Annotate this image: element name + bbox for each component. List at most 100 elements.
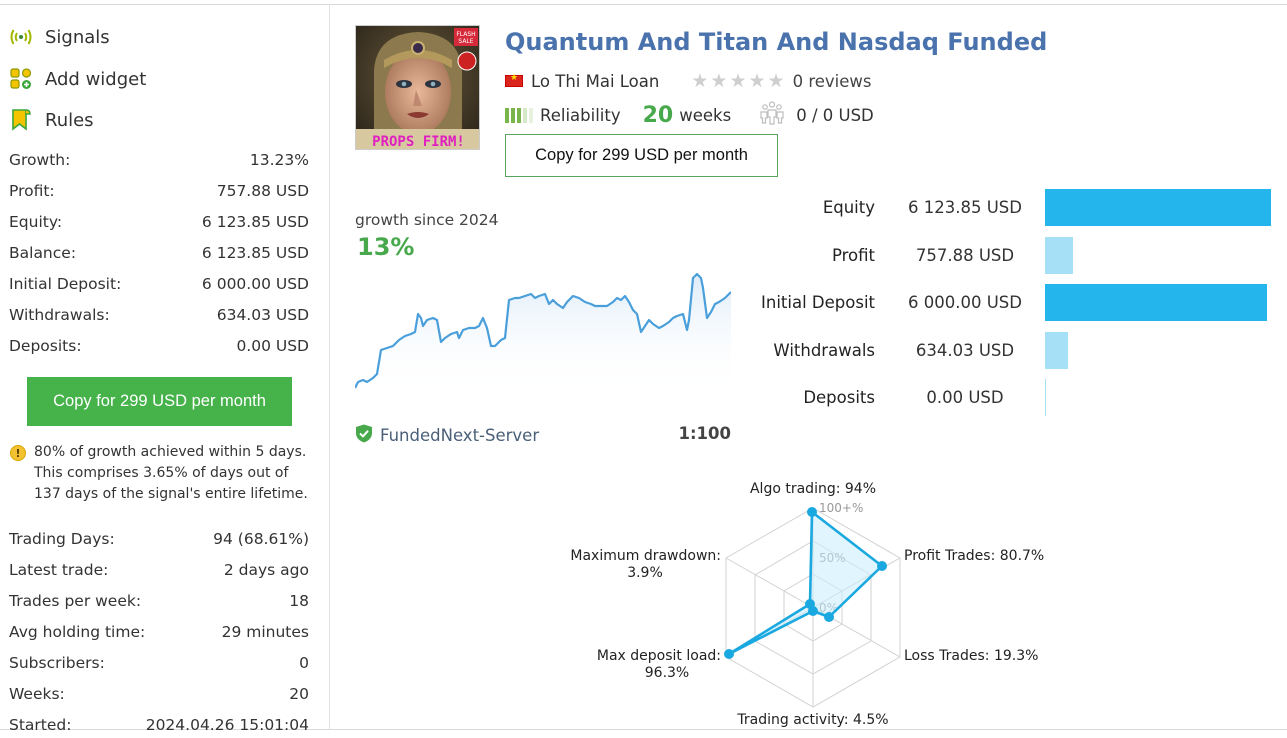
add-widget-icon xyxy=(8,66,34,92)
stat-trades-per-week: Trades per week: 18 xyxy=(9,589,309,613)
bar-equity: Equity 6 123.85 USD xyxy=(750,189,1280,226)
top-border xyxy=(0,4,1287,5)
bottom-border xyxy=(0,729,1287,730)
bar-label: Equity xyxy=(822,198,875,217)
stat-value: 2024.04.26 15:01:04 xyxy=(145,716,309,734)
sidebar-item-label: Rules xyxy=(45,109,94,131)
stat-started: Started: 2024.04.26 15:01:04 xyxy=(9,713,309,737)
axis-label-max-drawdown: Maximum drawdown: xyxy=(570,548,721,564)
sidebar-item-label: Signals xyxy=(45,26,110,48)
stat-label: Avg holding time: xyxy=(9,623,146,641)
stat-value: 634.03 USD xyxy=(216,306,309,324)
sidebar-item-label: Add widget xyxy=(45,68,147,90)
radar-series xyxy=(727,510,884,656)
bar-fill xyxy=(1045,237,1073,274)
stat-label: Trades per week: xyxy=(9,592,142,610)
growth-sparkline-chart[interactable] xyxy=(355,238,731,393)
stat-value: 6 000.00 USD xyxy=(201,275,309,293)
axis-label-trading-activity: Trading activity: 4.5% xyxy=(736,712,888,728)
bar-value: 634.03 USD xyxy=(915,341,1015,360)
stat-value: 2 days ago xyxy=(223,561,309,579)
stat-label: Profit: xyxy=(9,182,55,200)
bar-fill xyxy=(1045,284,1267,321)
sidebar-item-signals[interactable]: Signals xyxy=(8,24,110,50)
subscribers-icon xyxy=(759,101,785,129)
bar-profit: Profit 757.88 USD xyxy=(750,237,1280,274)
star-icon: ★ xyxy=(767,69,785,92)
stat-label: Subscribers: xyxy=(9,654,105,672)
stat-value: 6 123.85 USD xyxy=(201,244,309,262)
subscribers-funds: 0 / 0 USD xyxy=(796,105,874,125)
ring-label-100: 100+% xyxy=(819,501,863,515)
sidebar: Signals Add widget Rules Growth: 13.23% P… xyxy=(0,0,329,738)
stat-deposits: Deposits: 0.00 USD xyxy=(9,334,309,358)
leverage: 1:100 xyxy=(678,424,731,443)
axis-value-max-deposit-load: 96.3% xyxy=(645,665,689,681)
bar-initial-deposit: Initial Deposit 6 000.00 USD xyxy=(750,284,1280,321)
rating-stars[interactable]: ★ ★ ★ ★ ★ xyxy=(691,69,785,92)
growth-notice: ! 80% of growth achieved within 5 days. … xyxy=(10,442,310,505)
stat-value: 0 xyxy=(299,654,309,672)
stat-value: 94 (68.61%) xyxy=(213,530,309,548)
star-icon: ★ xyxy=(691,69,709,92)
verified-shield-icon xyxy=(355,424,373,447)
copy-subscribe-button-header[interactable]: Copy for 299 USD per month xyxy=(505,134,778,177)
radar-chart[interactable]: 100+% 50% 0% Algo trading: 94% Profit Tr… xyxy=(560,470,1060,730)
copy-subscribe-button[interactable]: Copy for 299 USD per month xyxy=(27,377,292,426)
bar-label: Profit xyxy=(831,246,875,265)
author-row: Lo Thi Mai Loan ★★★★★ 0 reviews xyxy=(505,70,872,92)
reliability-label: Reliability xyxy=(540,105,621,125)
star-icon: ★ xyxy=(710,69,728,92)
bar-label: Withdrawals xyxy=(773,341,875,360)
stat-label: Latest trade: xyxy=(9,561,109,579)
axis-value-max-drawdown: 3.9% xyxy=(627,565,663,581)
flash-sale-badge: FLASH xyxy=(456,31,475,38)
signal-title[interactable]: Quantum And Titan And Nasdaq Funded xyxy=(505,28,1048,56)
svg-text:PROPS FIRM!: PROPS FIRM! xyxy=(372,134,465,150)
stat-label: Growth: xyxy=(9,151,71,169)
stat-value: 13.23% xyxy=(249,151,309,169)
star-icon: ★ xyxy=(729,69,747,92)
server-name[interactable]: FundedNext-Server xyxy=(380,426,540,445)
bar-fill xyxy=(1045,379,1046,416)
reviews-count[interactable]: 0 reviews xyxy=(792,71,872,91)
growth-since-label: growth since 2024 xyxy=(355,211,499,229)
reliability-bars-icon xyxy=(505,107,533,123)
star-icon: ★ xyxy=(748,69,766,92)
svg-text:SALE: SALE xyxy=(458,38,473,45)
bar-fill xyxy=(1045,332,1068,369)
reliability-row: Reliability 20 weeks 0 / 0 USD xyxy=(505,101,874,129)
stat-label: Deposits: xyxy=(9,337,82,355)
sidebar-item-add-widget[interactable]: Add widget xyxy=(8,66,146,92)
stat-label: Withdrawals: xyxy=(9,306,110,324)
signal-broadcast-icon xyxy=(8,24,34,50)
bar-value: 0.00 USD xyxy=(926,388,1004,407)
bar-deposits: Deposits 0.00 USD xyxy=(750,379,1280,416)
radar-points xyxy=(724,507,887,659)
axis-label-loss-trades: Loss Trades: 19.3% xyxy=(904,648,1038,664)
stat-label: Started: xyxy=(9,716,72,734)
stat-initial-deposit: Initial Deposit: 6 000.00 USD xyxy=(9,272,309,296)
stat-avg-holding-time: Avg holding time: 29 minutes xyxy=(9,620,309,644)
bar-fill xyxy=(1045,189,1271,226)
trade-server: FundedNext-Server xyxy=(355,424,539,447)
weeks-count: 20 xyxy=(642,102,674,128)
stat-value: 20 xyxy=(289,685,309,703)
notice-text: 80% of growth achieved within 5 days. Th… xyxy=(34,444,308,502)
signal-avatar[interactable]: FLASH SALE PROPS FIRM! xyxy=(355,25,480,150)
stat-profit: Profit: 757.88 USD xyxy=(9,179,309,203)
stat-value: 757.88 USD xyxy=(216,182,309,200)
stat-label: Trading Days: xyxy=(9,530,115,548)
vietnam-flag-icon xyxy=(505,73,523,87)
bar-label: Deposits xyxy=(803,388,875,407)
growth-percent: 13% xyxy=(357,233,415,261)
weeks-label: weeks xyxy=(679,105,732,125)
bar-value: 757.88 USD xyxy=(915,246,1015,265)
stat-weeks: Weeks: 20 xyxy=(9,682,309,706)
stat-value: 6 123.85 USD xyxy=(201,213,309,231)
rules-bookmark-icon xyxy=(8,107,34,133)
stat-label: Initial Deposit: xyxy=(9,275,122,293)
author-link[interactable]: Lo Thi Mai Loan xyxy=(531,71,660,91)
sidebar-item-rules[interactable]: Rules xyxy=(8,107,94,133)
axis-label-profit-trades: Profit Trades: 80.7% xyxy=(904,548,1044,564)
